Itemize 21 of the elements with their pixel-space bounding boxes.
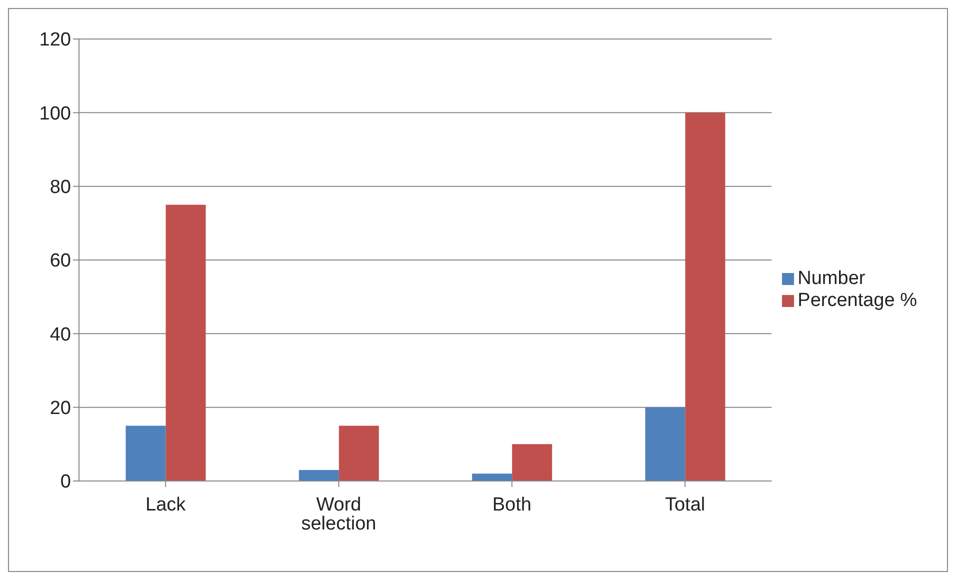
bar bbox=[645, 407, 686, 481]
bar bbox=[166, 204, 206, 481]
y-tick-label: 80 bbox=[50, 177, 71, 198]
bar bbox=[512, 444, 552, 481]
x-tick-label: Both bbox=[492, 494, 532, 516]
legend-label: Number bbox=[798, 268, 866, 289]
x-tick-label: Word selection bbox=[301, 494, 376, 534]
y-tick-label: 20 bbox=[50, 398, 71, 420]
y-tick-label: 60 bbox=[50, 250, 71, 272]
y-tick-label: 120 bbox=[39, 30, 71, 51]
bar bbox=[126, 426, 166, 481]
bar bbox=[472, 474, 512, 481]
bar bbox=[685, 112, 726, 481]
x-tick-label: Total bbox=[664, 494, 706, 516]
bar bbox=[338, 426, 379, 481]
x-tick-label: Lack bbox=[146, 494, 186, 516]
y-tick-label: 100 bbox=[39, 103, 71, 124]
y-tick-label: 40 bbox=[50, 324, 71, 346]
legend-label: Percentage % bbox=[798, 290, 917, 311]
bar bbox=[298, 470, 339, 481]
y-tick-label: 0 bbox=[60, 472, 71, 493]
